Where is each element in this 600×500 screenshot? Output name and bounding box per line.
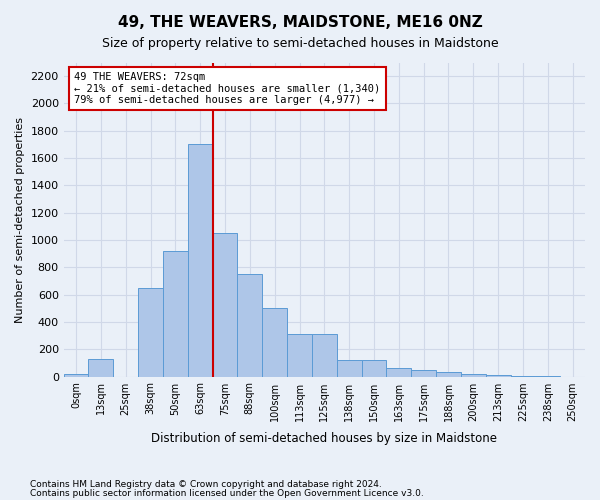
Bar (262, 308, 287, 376)
Bar (88, 359, 113, 376)
Bar (485, 375, 511, 376)
Bar (362, 360, 386, 376)
Bar (188, 144, 212, 376)
Bar (287, 334, 312, 376)
Bar (64, 374, 88, 376)
Bar (436, 372, 461, 376)
Bar (411, 370, 436, 376)
Bar (386, 368, 411, 376)
Text: Contains HM Land Registry data © Crown copyright and database right 2024.: Contains HM Land Registry data © Crown c… (30, 480, 382, 489)
Text: 49 THE WEAVERS: 72sqm
← 21% of semi-detached houses are smaller (1,340)
79% of s: 49 THE WEAVERS: 72sqm ← 21% of semi-deta… (74, 72, 380, 105)
Text: 49, THE WEAVERS, MAIDSTONE, ME16 0NZ: 49, THE WEAVERS, MAIDSTONE, ME16 0NZ (118, 15, 482, 30)
Bar (337, 360, 362, 376)
Bar (138, 288, 163, 376)
Bar (238, 274, 262, 376)
X-axis label: Distribution of semi-detached houses by size in Maidstone: Distribution of semi-detached houses by … (151, 432, 497, 445)
Y-axis label: Number of semi-detached properties: Number of semi-detached properties (15, 116, 25, 322)
Text: Contains public sector information licensed under the Open Government Licence v3: Contains public sector information licen… (30, 489, 424, 498)
Bar (461, 374, 485, 376)
Bar (163, 251, 188, 376)
Bar (212, 233, 238, 376)
Bar (312, 334, 337, 376)
Text: Size of property relative to semi-detached houses in Maidstone: Size of property relative to semi-detach… (101, 38, 499, 51)
